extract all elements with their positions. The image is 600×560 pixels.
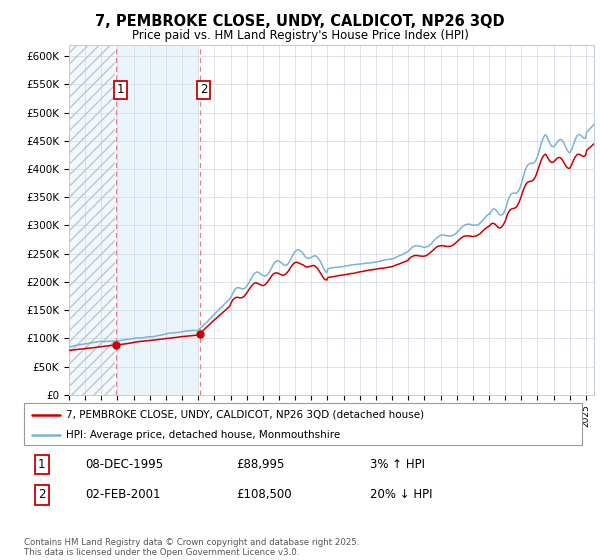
Text: 1: 1 [116,83,124,96]
Text: Contains HM Land Registry data © Crown copyright and database right 2025.
This d: Contains HM Land Registry data © Crown c… [24,538,359,557]
Text: 7, PEMBROKE CLOSE, UNDY, CALDICOT, NP26 3QD (detached house): 7, PEMBROKE CLOSE, UNDY, CALDICOT, NP26 … [66,409,424,419]
Text: HPI: Average price, detached house, Monmouthshire: HPI: Average price, detached house, Monm… [66,430,340,440]
Text: 3% ↑ HPI: 3% ↑ HPI [370,458,425,471]
Text: Price paid vs. HM Land Registry's House Price Index (HPI): Price paid vs. HM Land Registry's House … [131,29,469,42]
Text: 02-FEB-2001: 02-FEB-2001 [85,488,161,501]
Text: 1: 1 [38,458,46,471]
Text: £108,500: £108,500 [236,488,292,501]
Text: £88,995: £88,995 [236,458,284,471]
Text: 20% ↓ HPI: 20% ↓ HPI [370,488,433,501]
Text: 2: 2 [38,488,46,501]
Text: 2: 2 [200,83,208,96]
FancyBboxPatch shape [24,403,582,445]
Text: 08-DEC-1995: 08-DEC-1995 [85,458,164,471]
Text: 7, PEMBROKE CLOSE, UNDY, CALDICOT, NP26 3QD: 7, PEMBROKE CLOSE, UNDY, CALDICOT, NP26 … [95,14,505,29]
